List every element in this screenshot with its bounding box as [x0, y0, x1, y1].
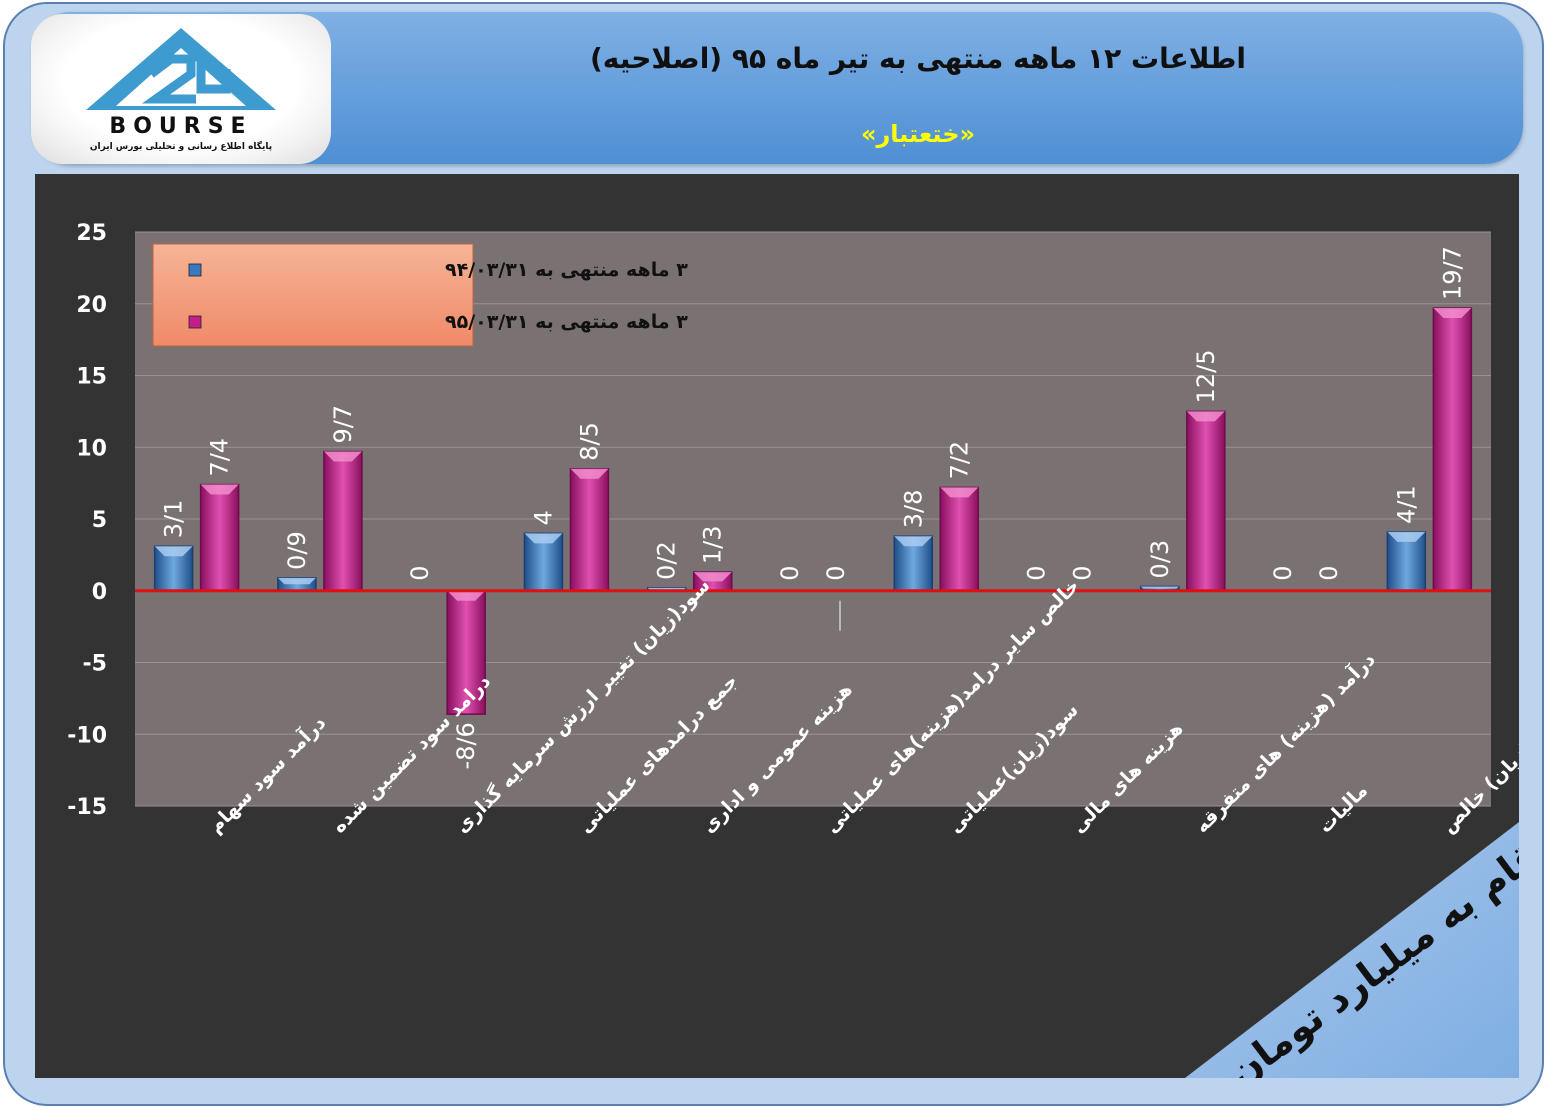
bar-bevel	[154, 546, 193, 557]
data-label: 0	[406, 565, 434, 580]
y-tick-label: 5	[92, 508, 107, 533]
bar	[569, 468, 610, 592]
bar-bevel	[277, 577, 316, 585]
data-label: 0/9	[283, 531, 311, 570]
bar	[446, 590, 486, 715]
legend-swatch	[188, 315, 202, 329]
chart-area: 25 20 15 10 5 0 -5 -10 -15 3/1 0/9 0 4 0/2 0 3/8 0 0/3 0 4…	[35, 174, 1542, 1096]
legend-entry: ۳ ماهه منتهی به ۹۵/۰۳/۳۱	[445, 311, 688, 333]
bar-bevel	[647, 587, 686, 590]
chart-subtitle: «ختعتبار»	[860, 120, 976, 148]
y-tick-label: 0	[92, 580, 107, 605]
legend-box	[152, 243, 474, 347]
bar-bevel	[323, 451, 362, 462]
bar-bevel	[1433, 308, 1472, 319]
data-label: 9/7	[329, 405, 357, 444]
logo-text: BOURSE	[109, 114, 253, 139]
data-label: 19/7	[1438, 246, 1466, 300]
bar-bevel	[200, 484, 239, 495]
bar	[1432, 307, 1473, 592]
chart-frame: اطلاعات ۱۲ ماهه منتهی به تیر ماه ۹۵ (اصل…	[3, 2, 1544, 1106]
bar-bevel	[524, 533, 563, 544]
bar-bevel	[693, 572, 732, 582]
y-tick-label: 15	[76, 365, 107, 390]
bar	[939, 486, 980, 592]
data-label: 7/2	[945, 441, 973, 480]
data-label: 7/4	[206, 438, 234, 477]
data-label: 0	[776, 565, 804, 580]
bar	[323, 450, 363, 592]
chart-title: اطلاعات ۱۲ ماهه منتهی به تیر ماه ۹۵ (اصل…	[590, 42, 1246, 75]
bar-bevel	[447, 590, 486, 601]
bar	[199, 483, 240, 592]
bar-bevel	[570, 468, 609, 479]
logo-subtitle: پایگاه اطلاع رسانی و تحلیلی بورس ایران	[89, 142, 273, 152]
data-label: 4/1	[1392, 485, 1420, 524]
data-label: 3/8	[899, 490, 927, 529]
data-label: -8/6	[452, 722, 480, 769]
y-tick-label: -15	[67, 795, 107, 820]
y-axis: 25 20 15 10 5 0 -5 -10 -15	[67, 221, 107, 820]
bars	[135, 307, 1491, 715]
data-label: 12/5	[1192, 349, 1220, 403]
data-label: 0	[1315, 565, 1343, 580]
legend: ۳ ماهه منتهی به ۹۴/۰۳/۳۱ ۳ ماهه منتهی به …	[152, 243, 688, 347]
bar-labels: 3/1 0/9 0 4 0/2 0 3/8 0 0/3 0 4/1 7/4 9/7 -8/6 8/5 1/3 0…	[160, 246, 1467, 769]
y-tick-label: 20	[76, 293, 107, 318]
y-tick-label: -5	[83, 652, 107, 677]
y-tick-label: 10	[76, 436, 107, 461]
logo-mark-icon	[86, 28, 276, 110]
bourse-logo: BOURSE پایگاه اطلاع رسانی و تحلیلی بورس …	[31, 14, 331, 164]
units-note-background	[1185, 822, 1519, 1078]
legend-swatch	[188, 263, 202, 277]
data-label: 1/3	[699, 525, 727, 564]
bar-bevel	[940, 487, 979, 498]
data-label: 0/2	[653, 541, 681, 580]
data-label: 3/1	[160, 500, 188, 539]
bar	[1186, 410, 1226, 592]
bar-bevel	[1387, 531, 1426, 542]
bar-chart: 25 20 15 10 5 0 -5 -10 -15 3/1 0/9 0 4 0/2 0 3/8 0 0/3 0 4…	[67, 221, 1542, 1096]
y-tick-label: -10	[67, 723, 107, 748]
data-label: 4	[529, 510, 557, 525]
legend-entry: ۳ ماهه منتهی به ۹۴/۰۳/۳۱	[445, 259, 688, 281]
data-label: 0/3	[1146, 540, 1174, 579]
bar-bevel	[894, 536, 933, 547]
units-note: ارقام به میلیارد تومان	[1185, 812, 1542, 1096]
data-label: 0	[1023, 565, 1051, 580]
data-label: 0	[822, 565, 850, 580]
data-label: 8/5	[575, 422, 603, 461]
data-label: 0	[1269, 565, 1297, 580]
bar-bevel	[1140, 586, 1179, 589]
y-tick-label: 25	[76, 221, 107, 246]
data-label: 0	[1069, 565, 1097, 580]
bar-bevel	[1186, 411, 1225, 422]
